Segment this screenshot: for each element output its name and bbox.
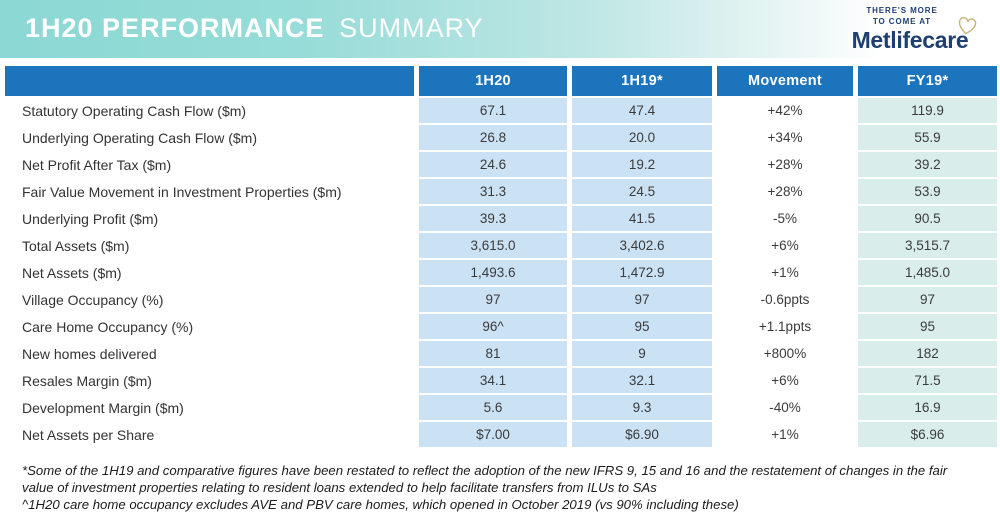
row-label: Village Occupancy (%) xyxy=(5,287,414,312)
value-1h20: $7.00 xyxy=(419,422,567,447)
value-movement: +28% xyxy=(717,152,853,177)
value-fy19: 16.9 xyxy=(858,395,997,420)
value-movement: -5% xyxy=(717,206,853,231)
value-1h19: 9 xyxy=(572,341,712,366)
value-1h19: 20.0 xyxy=(572,125,712,150)
footnote-care-home: ^1H20 care home occupancy excludes AVE a… xyxy=(22,497,739,513)
value-1h19: 1,472.9 xyxy=(572,260,712,285)
footnote-restatement: *Some of the 1H19 and comparative figure… xyxy=(22,463,948,496)
value-fy19: $6.96 xyxy=(858,422,997,447)
column-header-1h20: 1H20 xyxy=(419,66,567,96)
row-label: New homes delivered xyxy=(5,341,414,366)
value-1h19: 47.4 xyxy=(572,98,712,123)
page-title: 1H20 PERFORMANCE SUMMARY xyxy=(25,13,484,44)
row-label: Net Assets per Share xyxy=(5,422,414,447)
value-1h19: 32.1 xyxy=(572,368,712,393)
value-movement: +28% xyxy=(717,179,853,204)
row-label: Net Profit After Tax ($m) xyxy=(5,152,414,177)
row-label: Resales Margin ($m) xyxy=(5,368,414,393)
row-label: Total Assets ($m) xyxy=(5,233,414,258)
value-movement: -0.6ppts xyxy=(717,287,853,312)
value-1h20: 39.3 xyxy=(419,206,567,231)
value-1h20: 31.3 xyxy=(419,179,567,204)
value-1h20: 81 xyxy=(419,341,567,366)
value-movement: +34% xyxy=(717,125,853,150)
value-1h20: 96^ xyxy=(419,314,567,339)
page-title-light: SUMMARY xyxy=(339,13,484,43)
value-movement: +6% xyxy=(717,233,853,258)
value-1h19: 41.5 xyxy=(572,206,712,231)
logo-brand-text: Metlifecare xyxy=(851,27,969,54)
logo-tagline-line2: TO COME AT xyxy=(872,17,932,27)
value-fy19: 119.9 xyxy=(858,98,997,123)
value-fy19: 95 xyxy=(858,314,997,339)
value-1h20: 67.1 xyxy=(419,98,567,123)
value-1h20: 3,615.0 xyxy=(419,233,567,258)
value-movement: +1% xyxy=(717,260,853,285)
row-label: Care Home Occupancy (%) xyxy=(5,314,414,339)
value-movement: +1.1ppts xyxy=(717,314,853,339)
value-movement: +6% xyxy=(717,368,853,393)
column-header-blank xyxy=(5,66,414,96)
row-label: Development Margin ($m) xyxy=(5,395,414,420)
value-fy19: 97 xyxy=(858,287,997,312)
row-label: Statutory Operating Cash Flow ($m) xyxy=(5,98,414,123)
row-label: Underlying Profit ($m) xyxy=(5,206,414,231)
performance-table: 1H20 1H19* Movement FY19* Statutory Oper… xyxy=(5,66,997,447)
heart-icon xyxy=(958,16,977,35)
value-1h20: 5.6 xyxy=(419,395,567,420)
column-header-movement: Movement xyxy=(717,66,853,96)
value-fy19: 55.9 xyxy=(858,125,997,150)
value-1h19: $6.90 xyxy=(572,422,712,447)
value-movement: +42% xyxy=(717,98,853,123)
value-fy19: 71.5 xyxy=(858,368,997,393)
row-label: Net Assets ($m) xyxy=(5,260,414,285)
value-1h20: 24.6 xyxy=(419,152,567,177)
logo-tagline-line1: THERE'S MORE xyxy=(866,6,938,15)
value-fy19: 182 xyxy=(858,341,997,366)
value-fy19: 53.9 xyxy=(858,179,997,204)
value-fy19: 39.2 xyxy=(858,152,997,177)
row-label: Underlying Operating Cash Flow ($m) xyxy=(5,125,414,150)
title-banner: 1H20 PERFORMANCE SUMMARY xyxy=(0,0,1000,58)
metlifecare-logo: THERE'S MORE TO COME AT Metlifecare xyxy=(840,5,992,57)
value-1h19: 3,402.6 xyxy=(572,233,712,258)
value-1h19: 9.3 xyxy=(572,395,712,420)
value-1h20: 1,493.6 xyxy=(419,260,567,285)
footnotes: *Some of the 1H19 and comparative figure… xyxy=(22,462,977,513)
value-movement: +1% xyxy=(717,422,853,447)
row-label: Fair Value Movement in Investment Proper… xyxy=(5,179,414,204)
page-title-bold: 1H20 PERFORMANCE xyxy=(25,13,325,43)
logo-tagline: THERE'S MORE TO COME AT xyxy=(846,5,958,27)
column-header-1h19: 1H19* xyxy=(572,66,712,96)
column-header-fy19: FY19* xyxy=(858,66,997,96)
value-1h19: 24.5 xyxy=(572,179,712,204)
value-1h19: 97 xyxy=(572,287,712,312)
value-1h20: 34.1 xyxy=(419,368,567,393)
value-fy19: 1,485.0 xyxy=(858,260,997,285)
value-1h19: 95 xyxy=(572,314,712,339)
value-fy19: 90.5 xyxy=(858,206,997,231)
value-movement: +800% xyxy=(717,341,853,366)
value-movement: -40% xyxy=(717,395,853,420)
value-1h19: 19.2 xyxy=(572,152,712,177)
value-1h20: 97 xyxy=(419,287,567,312)
value-1h20: 26.8 xyxy=(419,125,567,150)
value-fy19: 3,515.7 xyxy=(858,233,997,258)
